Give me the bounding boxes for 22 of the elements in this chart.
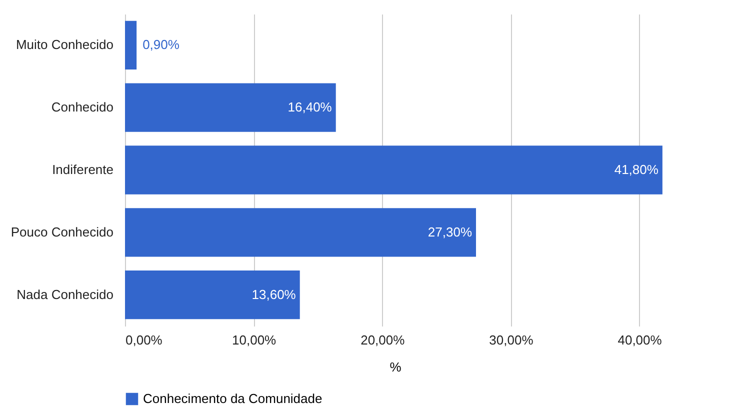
x-tick-label: 30,00% <box>489 332 534 348</box>
y-tick-label: Conhecido <box>51 100 114 115</box>
y-tick-label: Indiferente <box>52 162 114 177</box>
data-label: 16,40% <box>288 100 332 115</box>
bar <box>125 83 336 132</box>
y-tick-label: Nada Conhecido <box>16 286 114 302</box>
x-tick-label: 40,00% <box>618 332 662 348</box>
bar <box>125 208 476 257</box>
x-tick-label: 10,00% <box>232 332 277 348</box>
data-label: 13,60% <box>252 286 296 302</box>
data-label: 27,30% <box>428 224 472 240</box>
bar <box>125 146 662 194</box>
x-tick-label: 20,00% <box>360 332 406 348</box>
x-tick-label: 0,00% <box>126 332 163 348</box>
x-axis-title: % <box>390 360 402 374</box>
bar <box>125 270 300 320</box>
bar <box>125 20 137 70</box>
data-label: 0,90% <box>142 37 180 52</box>
data-label: 41,80% <box>614 162 659 177</box>
y-tick-label: Muito Conhecido <box>16 37 114 52</box>
legend-label: Conhecimento da Comunidade <box>143 391 322 406</box>
y-tick-label: Pouco Conhecido <box>10 224 114 240</box>
